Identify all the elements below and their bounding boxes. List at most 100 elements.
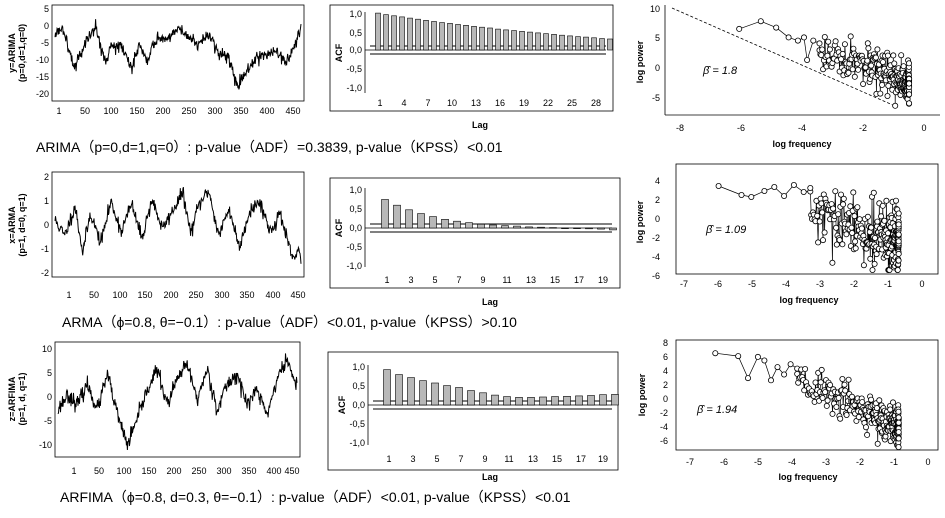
spectrum-point — [821, 34, 828, 41]
spectrum-point — [859, 399, 866, 406]
x-tick-label: 350 — [233, 106, 248, 116]
spec-ylabel: log power — [635, 200, 645, 243]
x-tick-label: 400 — [266, 466, 281, 476]
x-tick-label: 450 — [285, 106, 300, 116]
spectrum-point — [860, 262, 867, 269]
x-tick-label: 50 — [89, 290, 99, 300]
acf-bar — [567, 35, 573, 51]
spectrum-point — [851, 73, 858, 80]
acf-bar — [419, 380, 427, 406]
spectrum-point — [850, 189, 857, 196]
acf-bar — [391, 15, 397, 51]
x-tick-label: 4 — [401, 98, 406, 108]
series-ylabel: x=ARMA — [7, 206, 17, 244]
spectrum-point — [800, 188, 807, 195]
x-tick-label: -2 — [850, 279, 858, 289]
x-tick-label: -4 — [782, 279, 790, 289]
acf-ylabel: ACF — [334, 218, 344, 237]
spectrum-point — [860, 81, 867, 88]
spectrum-point — [835, 211, 842, 218]
acf-bar — [501, 225, 509, 229]
series-line — [54, 19, 302, 90]
acf-bar — [443, 385, 451, 406]
spectrum-point — [835, 394, 842, 401]
spectrum-point — [836, 236, 843, 243]
y-tick-label: -4 — [652, 252, 660, 262]
x-tick-label: 350 — [239, 290, 254, 300]
y-tick-label: 0 — [655, 63, 660, 73]
x-tick-label: -2 — [856, 457, 864, 467]
y-tick-label: -4 — [660, 422, 668, 432]
x-tick-label: 28 — [591, 98, 601, 108]
acf-bar — [539, 396, 547, 406]
x-tick-label: 150 — [141, 466, 156, 476]
acf-bar — [395, 374, 403, 406]
spectrum-point — [818, 366, 825, 373]
acf-bar — [383, 14, 389, 51]
y-tick-label: 10 — [650, 4, 660, 14]
acf-bar — [477, 223, 485, 229]
spectrum-point — [840, 195, 847, 202]
x-tick-label: 25 — [567, 98, 577, 108]
spectrum-point — [855, 413, 862, 420]
spectrum-point — [768, 377, 775, 384]
spectrum-point — [852, 245, 859, 252]
spectrum-point — [827, 381, 834, 388]
acf-bar — [487, 27, 493, 51]
spectrum-point — [878, 213, 885, 220]
spectrum-point — [879, 81, 886, 88]
x-tick-label: 100 — [103, 106, 118, 116]
spectrum-point — [810, 37, 817, 44]
x-tick-label: 150 — [137, 290, 152, 300]
y-tick-label: -5 — [652, 93, 660, 103]
x-tick-label: 15 — [550, 275, 560, 285]
series-frame — [54, 341, 301, 458]
spectrum-point — [802, 365, 809, 372]
x-tick-label: 200 — [166, 466, 181, 476]
x-tick-label: 150 — [129, 106, 144, 116]
y-tick-label: -2 — [41, 268, 49, 278]
acf-bars — [375, 12, 613, 51]
spectrum-point — [895, 238, 902, 245]
y-tick-label: 5 — [44, 4, 49, 14]
y-tick-label: -10 — [36, 55, 49, 65]
acf-bar — [575, 36, 581, 51]
acf-bar — [399, 16, 405, 51]
acf-bar — [611, 394, 619, 406]
spectrum-points — [712, 350, 902, 451]
spectrum-point — [895, 221, 902, 228]
spectrum-points — [715, 181, 902, 273]
y-tick-label: -0,5 — [346, 64, 362, 74]
x-tick-label: 10 — [447, 98, 457, 108]
acf-bar — [465, 222, 473, 229]
acf-xlabel: Lag — [482, 297, 498, 307]
spectrum-point — [819, 394, 826, 401]
acf-bar — [447, 23, 453, 51]
spectrum-point — [848, 224, 855, 231]
x-tick-label: 11 — [502, 275, 511, 285]
acf-bar — [527, 31, 533, 51]
acf-bar — [551, 396, 559, 406]
x-tick-label: 0 — [921, 123, 926, 133]
series-line-plot — [54, 186, 302, 264]
spectrum-point — [826, 46, 833, 53]
acf-bar — [431, 382, 439, 406]
acf-bar — [407, 377, 415, 406]
acf-bar — [609, 227, 617, 231]
x-tick-label: 7 — [456, 275, 461, 285]
acf-bar — [587, 395, 595, 406]
x-tick-label: 9 — [482, 454, 487, 464]
spectrum-point — [833, 403, 840, 410]
y-tick-label: -6 — [660, 436, 668, 446]
spectrum-point — [858, 225, 865, 232]
y-tick-label: 0 — [44, 220, 49, 230]
y-tick-label: 2 — [44, 172, 49, 182]
acf-bar — [381, 199, 389, 229]
y-tick-label: 1,0 — [349, 9, 362, 19]
spectrum-point — [879, 202, 886, 209]
spectrum-point — [757, 18, 764, 25]
spectrum-point — [873, 405, 880, 412]
y-tick-label: 2 — [655, 195, 660, 205]
x-tick-label: 13 — [528, 454, 538, 464]
spec-xlabel: log frequency — [772, 139, 831, 149]
